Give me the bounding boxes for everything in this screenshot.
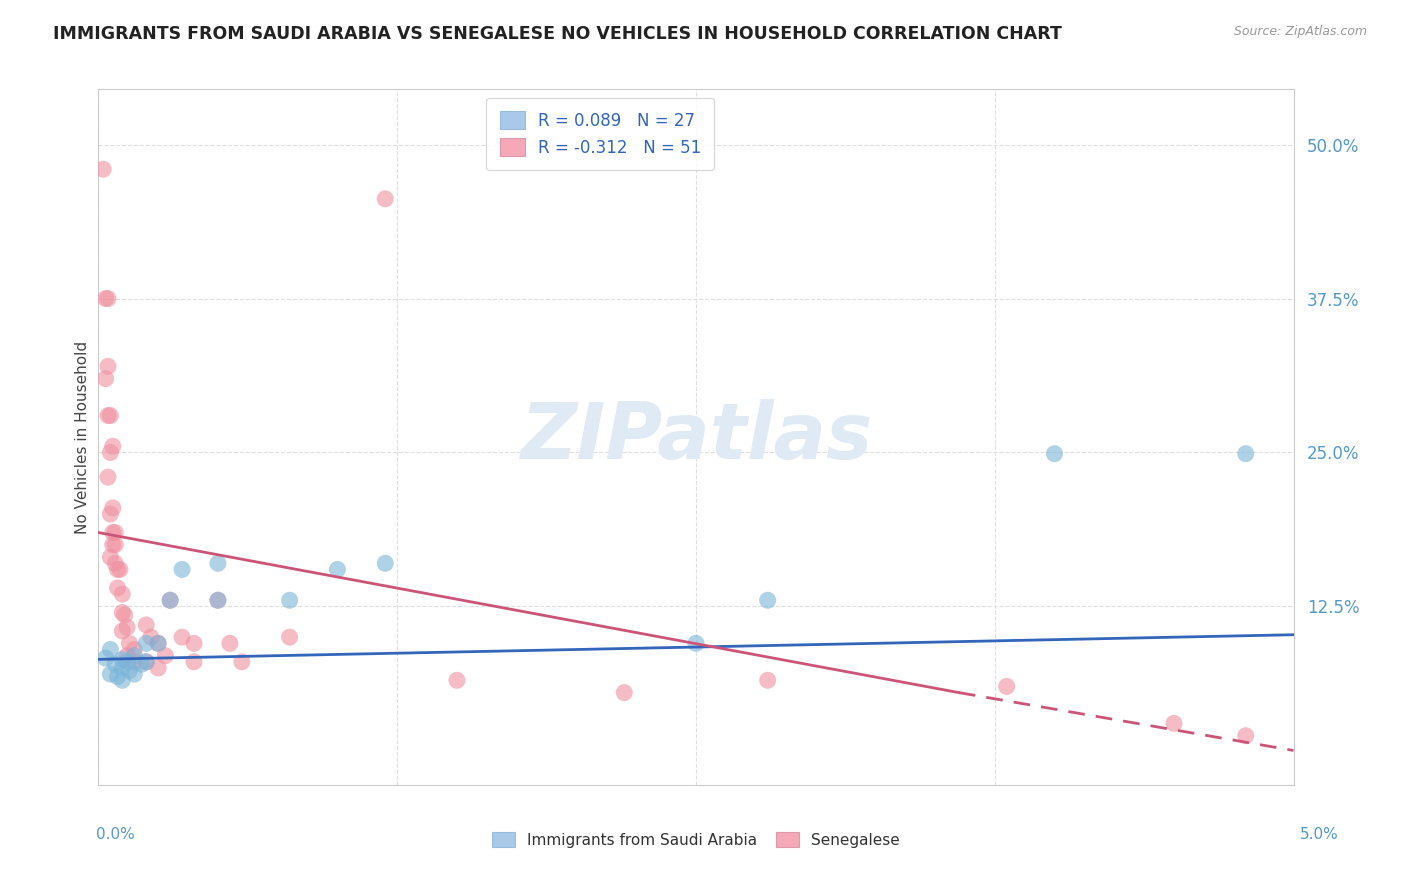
Point [104,538,127,552]
Point [231,655,253,669]
Point [101,439,124,453]
Point [1234,729,1257,743]
Point [98,642,122,657]
Point [101,525,124,540]
Point [98,409,122,423]
Point [124,667,146,681]
Point [107,670,129,684]
Point [115,620,138,634]
Point [1043,447,1066,461]
Point [107,562,129,576]
Point [114,607,136,622]
Point [155,648,177,663]
Text: 5.0%: 5.0% [1299,827,1339,842]
Point [111,587,134,601]
Point [374,557,396,571]
Point [278,630,301,644]
Point [183,655,205,669]
Point [148,636,170,650]
Point [108,562,131,576]
Point [685,636,707,650]
Point [115,648,138,663]
Point [94,292,117,306]
Point [148,661,170,675]
Point [111,661,134,675]
Point [107,581,129,595]
Point [219,636,242,650]
Point [613,685,636,699]
Point [172,562,194,576]
Point [207,557,229,571]
Point [446,673,468,688]
Point [756,673,779,688]
Point [278,593,301,607]
Point [98,445,122,459]
Point [111,673,134,688]
Point [756,593,779,607]
Point [97,292,120,306]
Point [111,624,134,638]
Point [995,680,1018,694]
Point [115,655,138,669]
Point [101,500,124,515]
Point [98,550,122,565]
Point [104,557,127,571]
Point [1234,447,1257,461]
Point [374,192,396,206]
Point [97,409,120,423]
Point [135,655,157,669]
Point [104,657,127,672]
Point [98,507,122,521]
Point [104,525,127,540]
Text: Source: ZipAtlas.com: Source: ZipAtlas.com [1233,25,1367,38]
Legend: Immigrants from Saudi Arabia, Senegalese: Immigrants from Saudi Arabia, Senegalese [486,826,905,854]
Point [159,593,181,607]
Y-axis label: No Vehicles in Household: No Vehicles in Household [75,341,90,533]
Point [118,636,141,650]
Point [139,630,162,644]
Point [207,593,229,607]
Point [111,606,134,620]
Text: ZIPatlas: ZIPatlas [520,399,872,475]
Point [135,636,157,650]
Point [124,648,146,663]
Point [135,618,157,632]
Point [111,652,134,666]
Point [172,630,194,644]
Text: 0.0%: 0.0% [96,827,135,842]
Point [118,664,141,678]
Point [98,667,122,681]
Point [94,651,117,665]
Text: IMMIGRANTS FROM SAUDI ARABIA VS SENEGALESE NO VEHICLES IN HOUSEHOLD CORRELATION : IMMIGRANTS FROM SAUDI ARABIA VS SENEGALE… [53,25,1063,43]
Point [183,636,205,650]
Point [207,593,229,607]
Point [1163,716,1185,731]
Point [159,593,181,607]
Point [97,470,120,484]
Point [135,655,157,669]
Point [124,655,146,669]
Point [97,359,120,374]
Point [91,162,114,177]
Point [131,657,153,672]
Point [94,371,117,385]
Point [148,636,170,650]
Point [124,642,146,657]
Point [326,562,349,576]
Point [101,538,124,552]
